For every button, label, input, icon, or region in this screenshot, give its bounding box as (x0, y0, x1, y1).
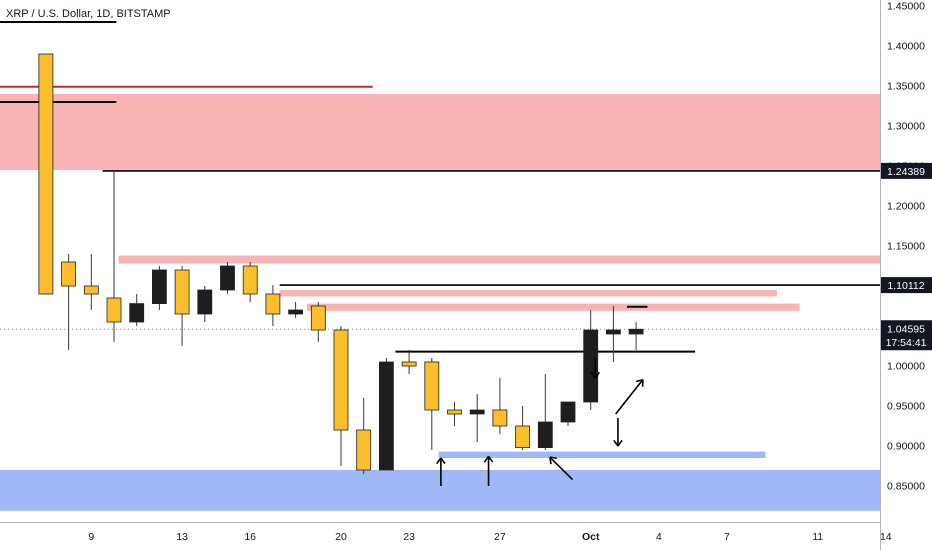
bull-candle[interactable] (220, 265, 235, 291)
bear-candle[interactable] (333, 329, 349, 431)
supply-zone[interactable] (306, 303, 800, 311)
time-tick-label: Oct (582, 531, 600, 543)
supply-zone[interactable] (0, 94, 880, 170)
arrow-up-right[interactable] (615, 379, 644, 415)
bear-candle[interactable] (61, 261, 76, 287)
arrow-head (613, 439, 619, 447)
supply-zone[interactable] (279, 290, 777, 297)
bull-candle[interactable] (197, 289, 213, 315)
time-tick-label: 16 (244, 531, 256, 543)
arrow-head (483, 455, 490, 463)
time-tick-label: 20 (335, 531, 347, 543)
arrow-up-left[interactable] (549, 456, 574, 481)
price-tag-label: 1.10112 (887, 280, 924, 292)
time-tick-label: 4 (656, 531, 662, 543)
arrow-head (590, 371, 596, 379)
time-tick-label: 23 (403, 531, 415, 543)
arrow-head (594, 371, 601, 379)
price-tick-label: 0.90000 (887, 441, 925, 453)
bull-candle[interactable] (151, 269, 167, 304)
price-tick-label: 1.00000 (887, 361, 925, 373)
price-tag-label: 1.24389 (887, 166, 925, 178)
price-tag (881, 277, 932, 294)
price-tick-label: 0.95000 (887, 401, 925, 413)
bear-candle[interactable] (515, 425, 530, 449)
arrow-head (487, 455, 494, 463)
bear-candle[interactable] (356, 429, 372, 471)
supply-zone[interactable] (118, 255, 881, 264)
arrow-head (549, 456, 557, 460)
bull-candle[interactable] (560, 401, 576, 423)
bear-candle[interactable] (424, 361, 440, 411)
time-tick-label: 27 (494, 531, 506, 543)
bull-candle[interactable] (583, 329, 599, 403)
time-tick-label: 14 (880, 531, 892, 543)
bear-candle[interactable] (310, 305, 326, 331)
arrow-head (617, 439, 623, 447)
price-tick-label: 0.85000 (887, 481, 925, 493)
time-tick-label: 7 (724, 531, 730, 543)
symbol-title: XRP / U.S. Dollar, 1D, BITSTAMP (6, 8, 171, 20)
bull-candle[interactable] (606, 329, 621, 335)
bull-candle[interactable] (469, 409, 485, 415)
bear-candle[interactable] (83, 285, 99, 295)
bear-candle[interactable] (265, 293, 281, 315)
bear-candle[interactable] (242, 265, 258, 295)
bull-candle[interactable] (378, 361, 394, 471)
arrow-head (436, 457, 442, 465)
time-tick-label: 11 (812, 531, 823, 543)
price-tick-label: 1.35000 (887, 81, 925, 93)
time-tick-label: 13 (176, 531, 188, 543)
demand-zone[interactable] (438, 451, 766, 458)
bull-candle[interactable] (129, 303, 145, 323)
price-tick-label: 1.45000 (887, 1, 925, 13)
price-tick-label: 1.15000 (887, 241, 925, 253)
demand-zone[interactable] (0, 470, 880, 511)
price-tick-label: 1.30000 (887, 121, 925, 133)
current-price-tag (881, 320, 932, 351)
time-tick-label: 9 (88, 531, 94, 543)
bull-candle[interactable] (537, 421, 553, 449)
bear-candle[interactable] (106, 297, 122, 323)
bear-candle[interactable] (38, 53, 54, 295)
price-tick-label: 1.20000 (887, 201, 925, 213)
arrow-head (635, 378, 644, 383)
current-price-label: 1.04595 (887, 324, 925, 336)
arrow-head (440, 457, 446, 465)
bull-candle[interactable] (288, 309, 304, 315)
bear-candle[interactable] (401, 361, 417, 367)
price-tag (881, 162, 932, 179)
arrow-head (549, 457, 552, 465)
bear-candle[interactable] (492, 409, 508, 427)
price-tick-label: 1.40000 (887, 41, 925, 53)
bear-candle[interactable] (174, 269, 190, 315)
bull-candle[interactable] (628, 328, 644, 335)
candle-countdown-label: 17:54:41 (886, 337, 927, 349)
bear-candle[interactable] (447, 409, 462, 415)
